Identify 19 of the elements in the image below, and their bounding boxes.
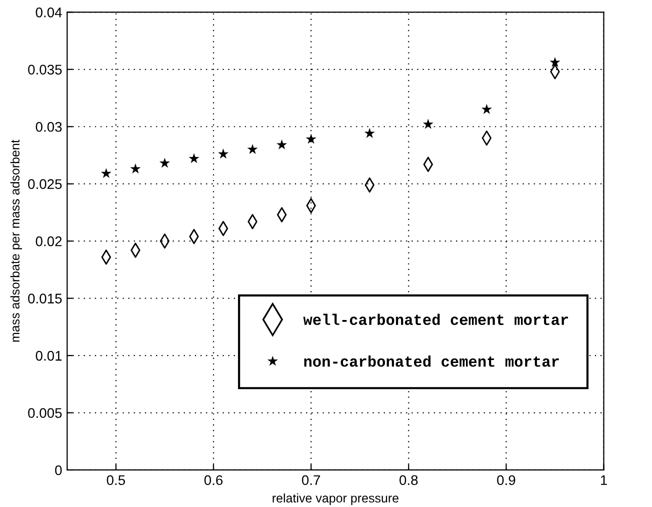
x-tick-label: 0.8 <box>400 475 418 486</box>
x-tick-label: 0.6 <box>204 475 223 486</box>
y-tick-label: 0.005 <box>28 408 62 418</box>
y-axis-title: mass adsorbate per mass adsorbent <box>10 140 22 342</box>
y-tick-label: 0.04 <box>36 8 62 18</box>
legend-label: non-carbonated cement mortar <box>304 356 559 367</box>
x-tick-label: 0.7 <box>302 475 320 486</box>
y-tick-label: 0.02 <box>36 236 62 246</box>
y-tick-label: 0.03 <box>36 122 62 132</box>
x-tick-label: 1 <box>600 475 607 485</box>
y-tick-label: 0.025 <box>28 179 62 190</box>
x-tick-label: 0.5 <box>106 475 126 486</box>
legend-label: well-carbonated cement mortar <box>303 314 568 326</box>
y-tick-label: 0.035 <box>28 64 62 75</box>
x-tick-label: 0.9 <box>497 475 516 486</box>
y-tick-label: 0.01 <box>36 350 62 361</box>
y-tick-label: 0 <box>55 465 62 476</box>
x-axis-title: relative vapor pressure <box>272 493 398 506</box>
y-tick-label: 0.015 <box>28 294 62 304</box>
